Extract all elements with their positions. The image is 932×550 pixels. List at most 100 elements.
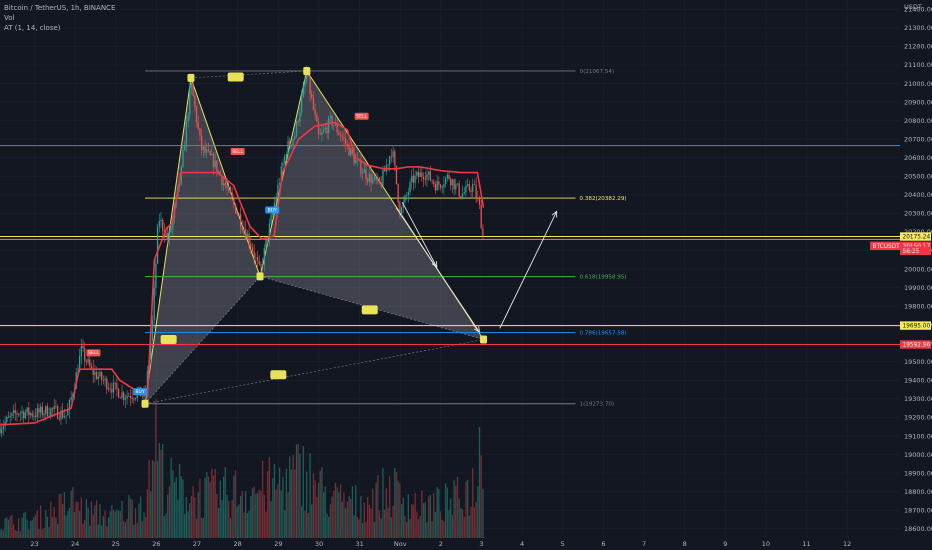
time-axis[interactable]: 23 24 25 26 27 28 29 30 31 Nov 2 3 4 5 6 7 8 9 10 11 12 <box>0 538 932 550</box>
candle-body <box>455 184 457 190</box>
pattern-triangle[interactable] <box>260 70 484 340</box>
candle-body <box>460 196 462 199</box>
candle-body <box>82 345 84 349</box>
volume-bar <box>383 509 386 538</box>
volume-bar <box>411 504 413 538</box>
volume-bar <box>272 478 274 538</box>
pattern-point-marker[interactable] <box>141 399 149 408</box>
volume-bar <box>106 526 108 538</box>
price-axis[interactable]: 18600.00 18700.00 18800.00 18900.00 19000.00… <box>900 0 932 550</box>
candle-body <box>446 174 448 179</box>
volume-bar <box>245 491 247 538</box>
fib-retracement[interactable]: 0(21067.54) 0.382(20382.29) 0.618(19958.95… <box>145 69 627 408</box>
volume-bar <box>211 468 213 538</box>
candle-body <box>182 150 184 167</box>
candle-body <box>267 239 269 241</box>
candle-body <box>443 184 445 188</box>
candle-body <box>468 184 470 191</box>
price-tick-label: 20300.00 <box>904 210 932 218</box>
candle-body <box>297 121 299 123</box>
volume-bar <box>363 502 365 538</box>
candle-body <box>433 181 435 184</box>
volume-bar <box>209 482 211 538</box>
volume-bar <box>329 504 332 538</box>
pattern-ratio-label[interactable] <box>227 72 244 82</box>
pattern-point-marker[interactable] <box>480 335 488 344</box>
symbol-title[interactable]: Bitcoin / TetherUS, 1h, BINANCE <box>4 4 116 12</box>
candle-body <box>43 413 45 416</box>
candle-body <box>312 97 315 110</box>
candle-body <box>117 389 120 398</box>
pattern-ratio-label[interactable] <box>160 334 177 344</box>
pattern-point-marker[interactable] <box>256 272 264 281</box>
volume-bar <box>460 507 462 538</box>
candle-body <box>472 184 474 192</box>
candle-body <box>338 132 340 135</box>
candle-body <box>167 233 169 240</box>
volume-bar <box>172 470 174 538</box>
price-badge <box>900 241 931 251</box>
candle-body <box>451 179 454 186</box>
volume-bar <box>7 519 10 538</box>
arrow-line[interactable] <box>401 202 438 268</box>
price-tick-label: 19200.00 <box>904 414 932 422</box>
volume-bar <box>336 487 338 538</box>
volume-bar <box>380 518 382 538</box>
volume-bar <box>187 511 189 538</box>
volume-bar <box>153 461 155 538</box>
volume-bar <box>51 516 54 538</box>
volume-bar <box>33 517 35 538</box>
pattern-point-marker[interactable] <box>303 66 311 75</box>
candle-body <box>439 184 442 188</box>
indicator-legend[interactable]: AT (1, 14, close) <box>4 24 61 32</box>
volume-bar <box>82 523 84 538</box>
volume-bar <box>155 399 157 538</box>
candle-body <box>317 122 320 134</box>
candle-body <box>265 239 267 248</box>
candle-body <box>185 121 188 146</box>
volume-bar <box>436 487 438 538</box>
time-tick-label: 7 <box>642 540 646 548</box>
volume-bar <box>319 470 321 538</box>
candle-body <box>36 408 38 417</box>
candle-body <box>372 178 374 184</box>
candle-body <box>392 151 394 157</box>
volume-bar <box>311 504 313 538</box>
volume-bar <box>236 506 238 538</box>
candle-body <box>239 214 242 227</box>
arrow-line[interactable] <box>499 211 558 329</box>
time-tick-label: 31 <box>355 540 363 548</box>
volume-bar <box>162 443 164 538</box>
pattern-markers[interactable] <box>141 66 488 408</box>
volume-bar <box>101 525 103 538</box>
volume-bar <box>443 521 445 538</box>
volume-bar <box>177 499 179 538</box>
price-tick-label: 19300.00 <box>904 395 932 403</box>
volume-legend[interactable]: Vol <box>4 14 15 22</box>
volume-bar <box>206 472 208 538</box>
horizontal-lines[interactable] <box>0 145 900 346</box>
price-badge <box>870 241 900 251</box>
arrow-line[interactable] <box>395 207 480 333</box>
volume-bar <box>134 508 137 538</box>
volume-bar <box>24 511 27 538</box>
candle-body <box>24 412 27 419</box>
pattern-triangle[interactable] <box>145 77 261 404</box>
candle-body <box>270 214 272 224</box>
pattern-ratio-label[interactable] <box>270 370 287 380</box>
volume-bar <box>416 511 418 538</box>
volume-bar <box>250 496 252 538</box>
candle-body <box>178 184 181 187</box>
volume-bar <box>217 507 220 538</box>
candle-body <box>477 197 479 199</box>
candle-body <box>466 184 469 186</box>
candle-body <box>311 94 313 98</box>
pattern-ratio-label[interactable] <box>361 305 378 315</box>
volume-bar <box>455 485 457 538</box>
chart-legend: Bitcoin / TetherUS, 1h, BINANCE Vol AT (… <box>4 3 115 33</box>
projection-arrows[interactable] <box>395 202 558 333</box>
candle-body <box>2 426 5 430</box>
volume-bar <box>307 512 310 538</box>
pattern-point-marker[interactable] <box>187 73 195 82</box>
